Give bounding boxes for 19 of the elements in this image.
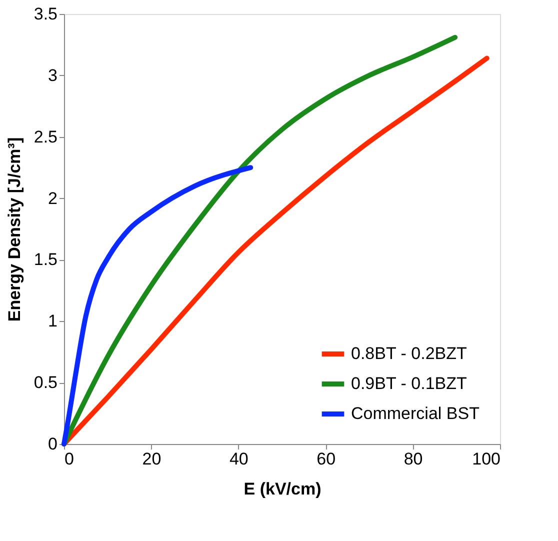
y-tick-label: 1.5	[34, 250, 58, 270]
x-tick-label: 40	[229, 450, 248, 468]
x-axis-title: E (kV/cm)	[244, 480, 322, 498]
y-tick-label: 2.5	[34, 127, 58, 146]
y-tick-label: 0	[48, 434, 58, 454]
legend-label: 0.9BT - 0.1BZT	[351, 374, 467, 393]
legend-label: 0.8BT - 0.2BZT	[351, 344, 467, 363]
legend-label: Commercial BST	[351, 404, 480, 423]
x-tick-label: 60	[316, 450, 336, 468]
x-tick-label: 100	[472, 450, 500, 468]
x-tick-label: 80	[404, 450, 423, 468]
x-tick-label: 20	[142, 450, 162, 468]
y-tick-label: 3	[48, 66, 58, 85]
x-tick-label: 0	[64, 450, 74, 468]
y-tick-label: 2	[48, 188, 58, 208]
y-tick-label: 3.5	[34, 4, 58, 24]
y-tick-label: 0.5	[34, 373, 58, 392]
y-tick-label: 1	[48, 312, 58, 331]
y-axis-title: Energy Density [J/cm³]	[4, 137, 24, 322]
